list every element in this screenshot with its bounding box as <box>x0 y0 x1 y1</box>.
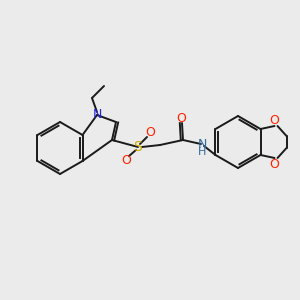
Text: O: O <box>145 125 155 139</box>
Text: S: S <box>134 140 142 154</box>
Text: O: O <box>270 158 280 170</box>
Text: H: H <box>198 147 206 157</box>
Text: O: O <box>176 112 186 124</box>
Text: O: O <box>270 113 280 127</box>
Text: N: N <box>92 107 102 121</box>
Text: N: N <box>197 139 207 152</box>
Text: O: O <box>121 154 131 167</box>
